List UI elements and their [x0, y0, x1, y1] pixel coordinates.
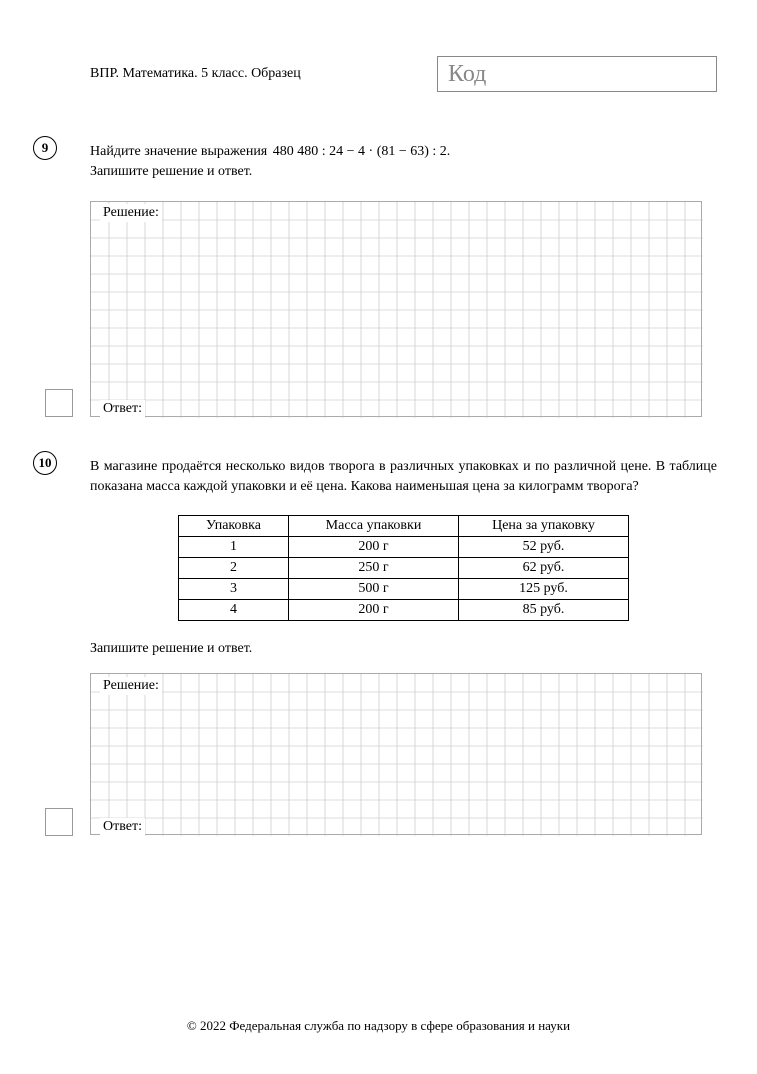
task-10-prompt: В магазине продаётся несколько видов тво… — [90, 457, 717, 498]
table-cell: 125 руб. — [459, 579, 629, 600]
score-box[interactable] — [45, 389, 73, 417]
task-10-data-table: УпаковкаМасса упаковкиЦена за упаковку12… — [178, 515, 629, 621]
table-cell: 1 — [179, 537, 289, 558]
table-row: 2250 г62 руб. — [179, 558, 629, 579]
table-cell: 85 руб. — [459, 600, 629, 621]
task-10-work-grid[interactable]: Решение: Ответ: — [90, 673, 702, 835]
table-row: 4200 г85 руб. — [179, 600, 629, 621]
answer-label: Ответ: — [100, 818, 145, 836]
code-placeholder: Код — [448, 61, 486, 88]
task-number-badge: 9 — [33, 136, 57, 160]
table-row: 3500 г125 руб. — [179, 579, 629, 600]
table-cell: 3 — [179, 579, 289, 600]
task-10-after-table: Запишите решение и ответ. — [90, 639, 717, 659]
task-9-prompt: Найдите значение выражения 480 480 : 24 … — [90, 142, 717, 183]
footer-copyright: © 2022 Федеральная служба по надзору в с… — [0, 1018, 757, 1034]
task-9-suffix: Запишите решение и ответ. — [90, 164, 252, 179]
table-cell: 62 руб. — [459, 558, 629, 579]
task-9-prefix: Найдите значение выражения — [90, 144, 271, 159]
table-cell: 2 — [179, 558, 289, 579]
doc-title: ВПР. Математика. 5 класс. Образец — [90, 66, 301, 82]
table-header: Упаковка — [179, 516, 289, 537]
table-cell: 4 — [179, 600, 289, 621]
solution-label: Решение: — [100, 204, 162, 222]
table-cell: 200 г — [289, 600, 459, 621]
task-10: 10 В магазине продаётся несколько видов … — [40, 457, 717, 836]
table-cell: 52 руб. — [459, 537, 629, 558]
task-9-work-grid[interactable]: Решение: Ответ: — [90, 201, 702, 417]
table-cell: 250 г — [289, 558, 459, 579]
solution-label: Решение: — [100, 677, 162, 695]
table-cell: 200 г — [289, 537, 459, 558]
task-number-badge: 10 — [33, 451, 57, 475]
task-9-expression: 480 480 : 24 − 4 · (81 − 63) : 2. — [273, 144, 451, 159]
table-cell: 500 г — [289, 579, 459, 600]
answer-label: Ответ: — [100, 400, 145, 418]
table-header: Цена за упаковку — [459, 516, 629, 537]
code-input[interactable]: Код — [437, 56, 717, 92]
task-9: 9 Найдите значение выражения 480 480 : 2… — [40, 142, 717, 417]
page: ВПР. Математика. 5 класс. Образец Код 9 … — [0, 0, 757, 1074]
header: ВПР. Математика. 5 класс. Образец Код — [90, 56, 717, 92]
table-header: Масса упаковки — [289, 516, 459, 537]
score-box[interactable] — [45, 808, 73, 836]
table-row: 1200 г52 руб. — [179, 537, 629, 558]
